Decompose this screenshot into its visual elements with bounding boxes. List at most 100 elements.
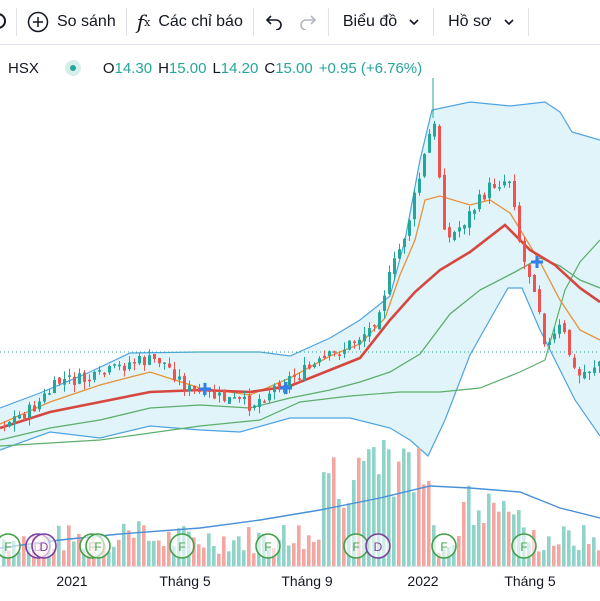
signal-cross-icon xyxy=(199,383,211,395)
candle-body xyxy=(508,181,511,184)
candle-body xyxy=(298,378,301,380)
event-marker[interactable]: F xyxy=(343,533,369,559)
candle-body xyxy=(338,354,341,357)
candle-body xyxy=(328,351,331,356)
volume-bar xyxy=(157,540,161,566)
candle-body xyxy=(443,174,446,230)
candle-body xyxy=(333,351,336,353)
volume-bar xyxy=(352,480,356,566)
compare-button[interactable]: So sánh xyxy=(17,0,126,44)
candle-body xyxy=(98,370,101,372)
signal-cross-icon xyxy=(280,382,292,394)
event-marker[interactable]: D xyxy=(31,533,57,559)
event-marker[interactable]: F xyxy=(0,533,21,559)
candle-body xyxy=(268,393,271,401)
event-marker-label: D xyxy=(374,540,383,554)
toolbar-separator xyxy=(527,8,529,36)
volume-bar xyxy=(377,474,381,566)
add-circle-icon xyxy=(27,11,49,33)
candle-body xyxy=(138,355,141,364)
price-chart[interactable]: FDDFFFFFDFF xyxy=(0,44,600,566)
volume-bar xyxy=(567,530,571,566)
time-axis-label: Tháng 9 xyxy=(281,573,333,589)
event-marker-label: D xyxy=(40,540,49,554)
chart-type-dropdown[interactable]: Biểu đồ xyxy=(329,0,433,44)
event-marker-circle xyxy=(85,533,111,559)
volume-bar xyxy=(552,545,556,566)
event-marker-circle xyxy=(255,533,281,559)
symbol-search-button[interactable] xyxy=(0,0,16,44)
chart-type-label: Biểu đồ xyxy=(342,13,398,30)
event-marker[interactable]: F xyxy=(431,533,457,559)
candle-body xyxy=(578,369,581,376)
candle-body xyxy=(238,397,241,399)
time-axis[interactable]: 2021 Tháng 5 Tháng 9 2022 Tháng 5 xyxy=(0,566,600,601)
volume-bar xyxy=(107,551,111,566)
event-marker[interactable]: F xyxy=(169,533,195,559)
candle-body xyxy=(433,123,436,137)
candle-body xyxy=(313,364,316,368)
event-marker[interactable]: D xyxy=(365,533,391,559)
volume-bar xyxy=(17,551,21,566)
volume-bar xyxy=(597,550,600,566)
event-marker[interactable]: F xyxy=(85,533,111,559)
toolbar-separator xyxy=(16,8,17,36)
undo-button[interactable] xyxy=(254,0,294,44)
volume-bar xyxy=(332,457,336,566)
volume-bar xyxy=(467,485,471,566)
volume-bar xyxy=(142,525,146,566)
volume-bar xyxy=(497,511,501,566)
volume-bar xyxy=(62,550,66,566)
volume-bar xyxy=(577,550,581,566)
event-marker[interactable]: F xyxy=(255,533,281,559)
candle-body xyxy=(528,264,531,277)
ma-line-red xyxy=(0,223,600,430)
candle-body xyxy=(293,374,296,377)
candle-body xyxy=(583,371,586,379)
candle-body xyxy=(218,392,221,396)
candle-body xyxy=(163,362,166,364)
profile-dropdown[interactable]: Hồ sơ xyxy=(434,0,527,44)
candle-body xyxy=(588,371,591,374)
candle-body xyxy=(73,376,76,385)
candle-body xyxy=(78,373,81,384)
volume-bar xyxy=(362,460,366,566)
candle-body xyxy=(243,396,246,400)
volume-bar xyxy=(537,551,541,566)
volume-bar xyxy=(422,484,426,566)
candle-body xyxy=(63,379,66,385)
candle-body xyxy=(323,355,326,358)
redo-button[interactable] xyxy=(294,0,328,44)
candle-body xyxy=(133,361,136,364)
candle-body xyxy=(113,364,116,366)
candle-body xyxy=(318,358,321,363)
candle-body xyxy=(53,380,56,394)
candle-body xyxy=(598,361,600,366)
volume-bar xyxy=(212,545,216,566)
volume-bar xyxy=(162,546,166,566)
signal-cross-icon xyxy=(531,256,543,268)
event-marker[interactable]: F xyxy=(511,533,537,559)
volume-bar xyxy=(562,526,566,566)
event-markers[interactable]: FDDFFFFFDFF xyxy=(0,533,537,559)
time-axis-label: 2022 xyxy=(407,573,439,589)
time-axis-label: Tháng 5 xyxy=(504,573,556,589)
volume-bar xyxy=(312,541,316,566)
candle-body xyxy=(513,180,516,208)
candle-body xyxy=(568,329,571,355)
volume-bar xyxy=(387,449,391,566)
volume-bar xyxy=(77,533,81,566)
volume-bar xyxy=(472,524,476,566)
candle-body xyxy=(143,357,146,366)
live-status-dot xyxy=(64,60,81,76)
volume-bar xyxy=(372,447,376,566)
volume-bar xyxy=(477,510,481,566)
volume-bar xyxy=(137,521,141,566)
candle-body xyxy=(458,227,461,232)
candle-body xyxy=(388,271,391,294)
candle-body xyxy=(378,312,381,330)
event-marker-circle xyxy=(0,533,21,559)
event-marker-circle xyxy=(365,533,391,559)
